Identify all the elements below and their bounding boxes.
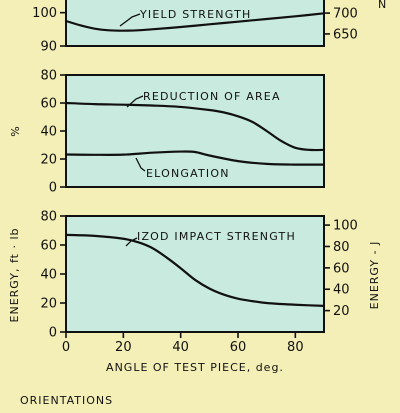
ductility-y-axis-title: %: [9, 125, 22, 136]
yield-strength-leader: [119, 13, 141, 27]
ductility-panel: 0 20 40 60 80 REDUCTION OF AREA ELONGATION %: [9, 69, 326, 196]
y2-tick-label-700: 700: [333, 7, 358, 22]
izod-impact-leader: [125, 237, 138, 247]
strength-plot-area: [66, 0, 324, 46]
elongation-label: ELONGATION: [146, 167, 230, 180]
x-tick-label-60: 60: [230, 340, 247, 355]
reduction-of-area-leader: [126, 95, 144, 108]
y2-tick-label-650: 650: [333, 27, 358, 42]
y-tick-label-60: 60: [40, 239, 57, 254]
energy-right-axis-title: ENERGY - J: [368, 241, 381, 310]
y-tick-label-40: 40: [40, 125, 57, 140]
y-tick-label-40: 40: [40, 268, 57, 283]
y-tick-label-100: 100: [32, 6, 57, 21]
x-tick-label-40: 40: [172, 340, 189, 355]
yield-strength-label: YIELD STRENGTH: [139, 8, 251, 21]
right-axis-partial-label: N: [378, 0, 387, 11]
y2-tick-label-80: 80: [333, 240, 350, 255]
energy-plot-area: [66, 216, 324, 332]
strength-frame: [65, 0, 325, 47]
y-tick-label-80: 80: [40, 210, 57, 225]
energy-left-axis-title: ENERGY, ft · lb: [8, 228, 21, 323]
y-tick-label-90: 90: [40, 40, 57, 55]
y2-tick-label-60: 60: [333, 261, 350, 276]
y-tick-label-60: 60: [40, 97, 57, 112]
y2-tick-label-40: 40: [333, 283, 350, 298]
yield-strength-curve: [64, 12, 326, 32]
reduction-of-area-curve: [64, 101, 326, 152]
elongation-leader: [135, 157, 146, 172]
orientations-heading: ORIENTATIONS: [20, 394, 113, 407]
x-tick-label-0: 0: [62, 340, 70, 355]
x-axis-title: ANGLE OF TEST PIECE, deg.: [106, 361, 284, 374]
y2-tick-label-100: 100: [333, 219, 358, 234]
ductility-frame: [65, 74, 325, 188]
y-tick-label-0: 0: [49, 326, 57, 341]
ductility-plot-area: [66, 75, 324, 187]
x-tick-label-80: 80: [287, 340, 304, 355]
elongation-curve: [64, 150, 326, 166]
y-tick-label-0: 0: [49, 181, 57, 196]
energy-frame: [65, 215, 325, 333]
reduction-of-area-label: REDUCTION OF AREA: [143, 90, 281, 103]
y2-tick-label-20: 20: [333, 304, 350, 319]
strength-panel: 90 100 650 700 YIELD STRENGTH N: [32, 0, 387, 55]
y-tick-label-20: 20: [40, 153, 57, 168]
izod-impact-strength-label: IZOD IMPACT STRENGTH: [137, 230, 296, 243]
x-tick-label-20: 20: [115, 340, 132, 355]
y-tick-label-80: 80: [40, 69, 57, 84]
energy-panel: 0 20 40 60 80 20 40 60 80 100 0 20 40 60 80 IZOD IMPAC…: [8, 210, 381, 375]
y-tick-label-20: 20: [40, 297, 57, 312]
